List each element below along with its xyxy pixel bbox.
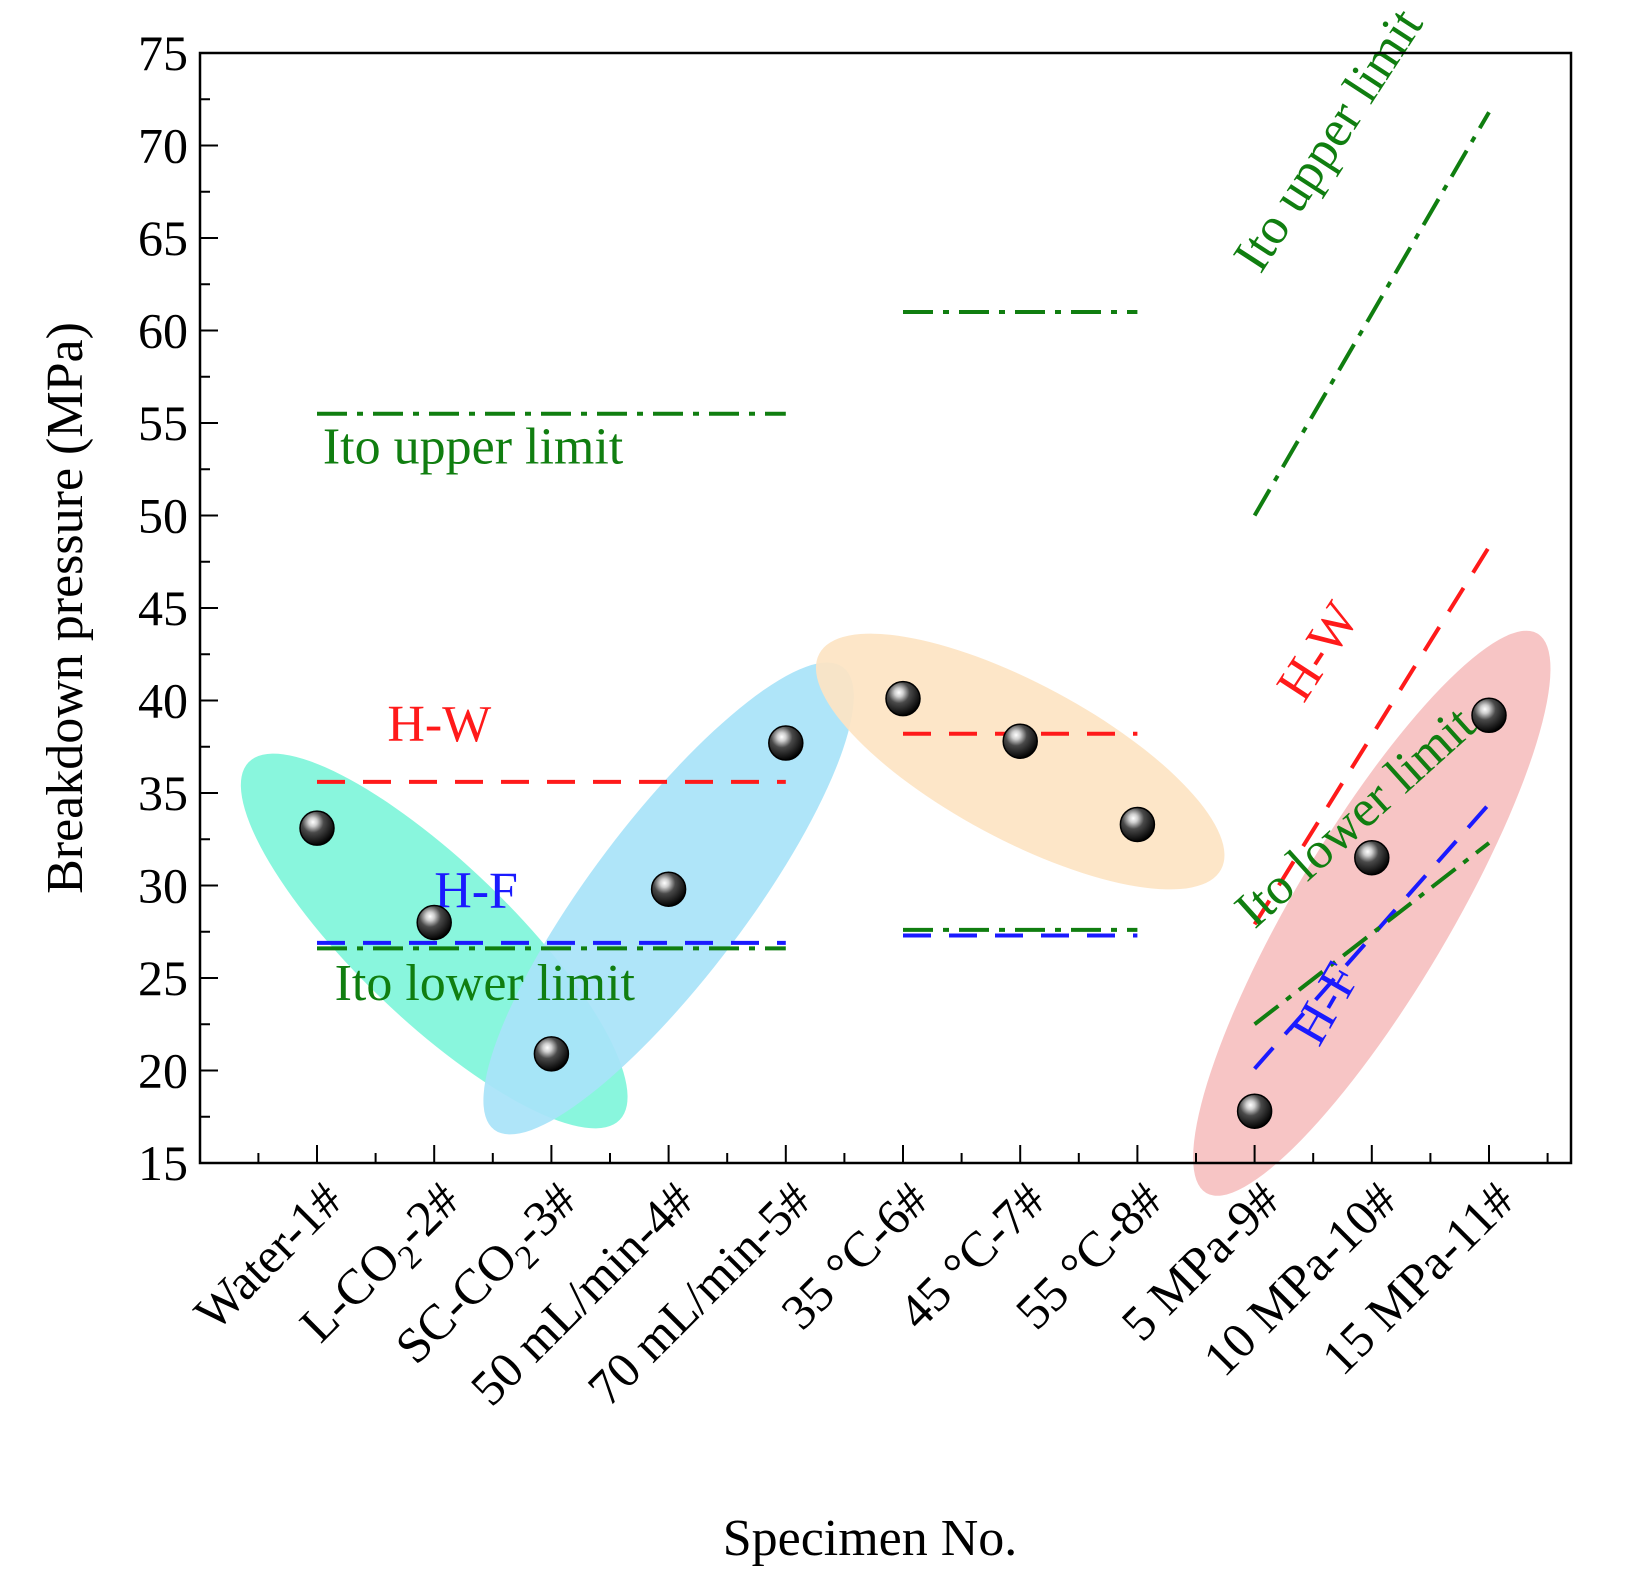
reference-line-h-f xyxy=(1253,802,1491,1070)
group-ellipse-confining-pressure xyxy=(1193,630,1551,1196)
data-point xyxy=(416,904,452,941)
reference-line-ito-lower-limit xyxy=(1253,841,1491,1026)
y-tick-label: 35 xyxy=(138,765,188,821)
group-ellipse-temperature xyxy=(815,633,1225,890)
y-tick-label: 15 xyxy=(138,1135,188,1191)
annotation-h-f: H-F xyxy=(434,863,518,920)
annotation-ito-lower-limit: Ito lower limit xyxy=(335,955,636,1012)
y-axis-label: Breakdown pressure (MPa) xyxy=(37,322,94,894)
data-point xyxy=(299,810,335,846)
annotation-ito-upper-limit: Ito upper limit xyxy=(323,419,624,476)
y-tick-label: 45 xyxy=(138,580,188,636)
data-point xyxy=(533,1036,570,1072)
reference-lines xyxy=(317,111,1491,1070)
y-axis-ticks: 15 20 25 30 35 40 45 50 55 60 65 70 75 xyxy=(138,25,218,1191)
y-tick-label: 65 xyxy=(138,210,188,266)
data-point xyxy=(1002,723,1038,759)
reference-line-h-w xyxy=(1252,545,1491,926)
data-point xyxy=(1236,1093,1273,1129)
y-tick-label: 25 xyxy=(138,950,188,1006)
x-axis-ticks: Water-1#L-CO2-2#SC-CO2-3#50 mL/min-4#70 … xyxy=(183,1145,1549,1416)
reference-line-ito-upper-limit xyxy=(1252,111,1491,517)
data-point xyxy=(650,871,687,907)
annotation-h-w: H-W xyxy=(387,696,491,753)
data-points xyxy=(299,680,1507,1129)
annotation-ito-upper-limit: Ito upper limit xyxy=(1223,0,1435,282)
data-point xyxy=(768,725,804,761)
y-tick-label: 20 xyxy=(138,1043,188,1099)
x-axis-label: Specimen No. xyxy=(723,1510,1018,1567)
y-tick-label: 30 xyxy=(138,858,188,914)
y-tick-label: 60 xyxy=(138,303,188,359)
y-tick-label: 70 xyxy=(138,118,188,174)
annotation-h-w: H-W xyxy=(1266,593,1370,711)
y-tick-label: 50 xyxy=(138,488,188,544)
y-tick-label: 75 xyxy=(138,25,188,81)
y-tick-label: 40 xyxy=(138,673,188,729)
y-tick-label: 55 xyxy=(138,395,188,451)
data-point xyxy=(1119,806,1156,843)
data-point xyxy=(1471,697,1507,734)
data-point xyxy=(1354,840,1390,876)
data-point xyxy=(885,680,921,717)
